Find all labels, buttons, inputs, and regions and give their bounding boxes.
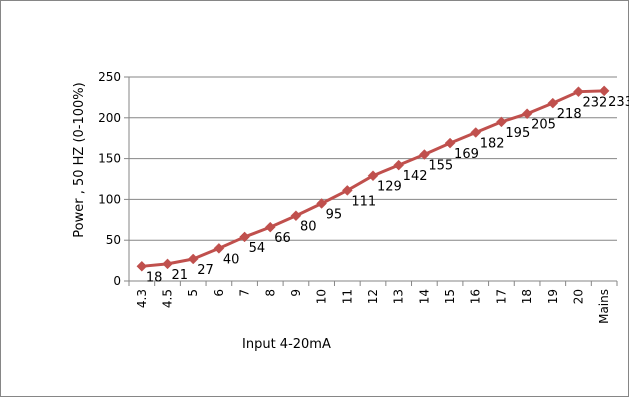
x-tick-label: 15 <box>443 289 457 304</box>
data-label: 218 <box>557 107 582 122</box>
y-tick-label: 200 <box>98 111 121 125</box>
data-point-marker <box>239 231 250 243</box>
y-tick-label: 0 <box>113 274 121 288</box>
x-tick-label: 12 <box>366 289 380 304</box>
x-tick-label: 18 <box>520 289 534 304</box>
x-tick-label: 4.5 <box>161 289 175 308</box>
data-labels: 18 21 27 40 54 66 80 95 111129142155169182195205… <box>146 95 629 285</box>
data-label: 18 <box>146 270 163 285</box>
data-point-marker <box>573 86 584 98</box>
data-point-marker <box>187 253 199 265</box>
data-point-marker <box>470 127 482 138</box>
data-label: 66 <box>274 231 291 246</box>
data-label: 232 <box>582 96 607 111</box>
data-point-marker <box>598 85 610 97</box>
y-tick-label: 100 <box>98 192 121 206</box>
data-point-marker <box>213 243 225 254</box>
data-point-marker <box>290 210 302 222</box>
x-tick-label: 7 <box>238 289 252 297</box>
data-point-marker <box>496 116 507 128</box>
data-label: 205 <box>531 118 556 133</box>
y-tick-label: 50 <box>106 233 121 247</box>
data-label: 40 <box>223 252 240 267</box>
x-tick-label: 5 <box>186 289 200 297</box>
x-tick-label: 9 <box>289 289 303 297</box>
data-point-marker <box>367 170 379 182</box>
x-tick-label: 6 <box>212 289 226 297</box>
x-tick-label: 11 <box>340 289 354 304</box>
data-label: 155 <box>428 159 453 174</box>
data-label: 21 <box>172 268 189 283</box>
data-point-marker <box>547 97 559 109</box>
data-point-marker <box>264 221 276 233</box>
x-tick-label: 14 <box>417 289 431 304</box>
x-tick-label: Mains <box>597 289 611 324</box>
axes: 0 50 100 150 200 250 4.3 4.5 5 6 7 8 9 10 11 12 13 14 15 16… <box>98 70 618 324</box>
data-label: 95 <box>326 207 343 222</box>
data-point-marker <box>136 260 148 272</box>
x-tick-label: 19 <box>546 289 560 304</box>
x-tick-label: 20 <box>571 289 585 304</box>
y-axis-title: Power , 50 HZ (0-100%) <box>72 82 87 237</box>
data-label: 195 <box>505 126 530 141</box>
data-point-marker <box>316 198 327 209</box>
data-label: 142 <box>403 169 428 184</box>
data-point-marker <box>162 258 173 270</box>
data-label: 80 <box>300 220 317 235</box>
data-label: 169 <box>454 147 479 162</box>
y-tick-label: 250 <box>98 70 121 84</box>
series-line-layer <box>136 85 610 272</box>
x-tick-label: 8 <box>263 289 277 297</box>
x-axis-title: Input 4-20mA <box>242 337 331 352</box>
x-tick-label: 10 <box>315 289 329 304</box>
data-label: 233 <box>608 95 629 110</box>
x-tick-label: 17 <box>494 289 508 304</box>
data-label: 182 <box>480 136 505 151</box>
data-point-marker <box>341 185 353 196</box>
data-label: 27 <box>197 263 214 278</box>
data-point-marker <box>444 137 456 149</box>
data-point-marker <box>521 108 533 120</box>
data-label: 111 <box>351 194 376 209</box>
x-tick-label: 13 <box>392 289 406 304</box>
gridlines <box>129 76 617 241</box>
data-point-marker <box>419 149 430 160</box>
y-tick-label: 150 <box>98 152 121 166</box>
data-label: 54 <box>249 241 266 256</box>
data-label: 129 <box>377 180 402 195</box>
data-point-marker <box>393 159 405 171</box>
x-tick-label: 4.3 <box>135 289 149 308</box>
x-tick-label: 16 <box>469 289 483 304</box>
